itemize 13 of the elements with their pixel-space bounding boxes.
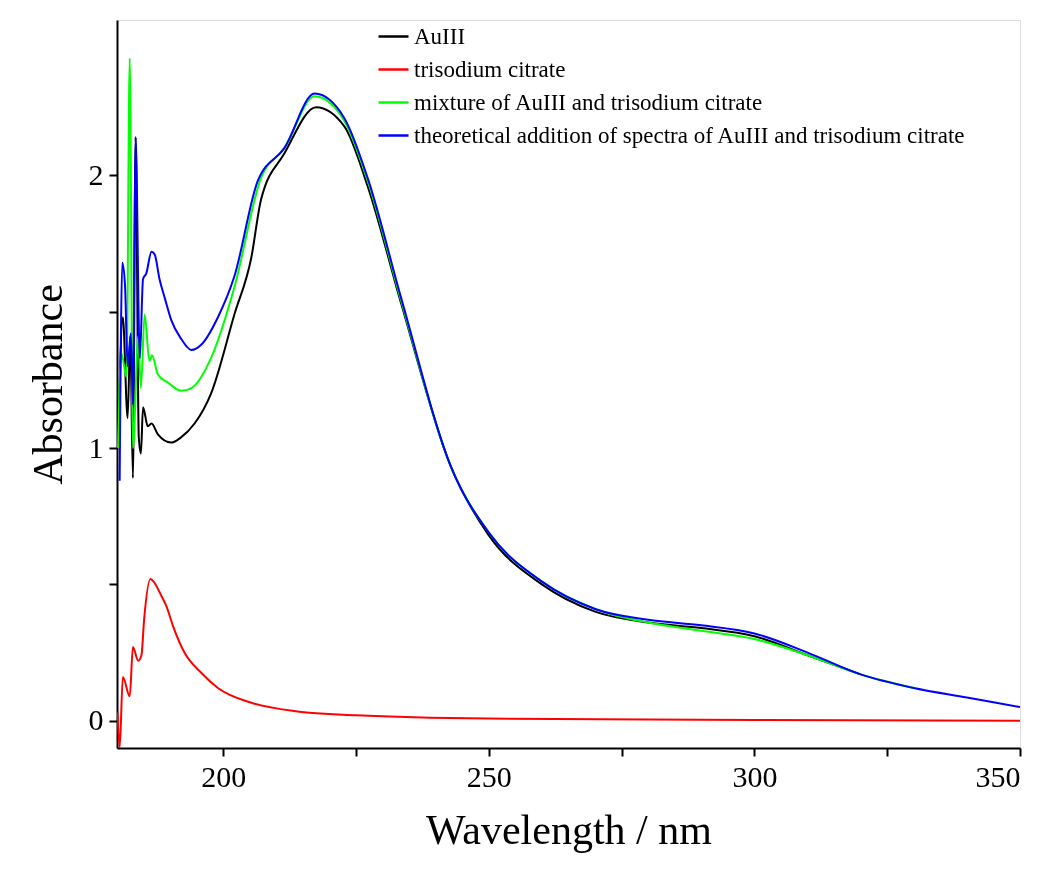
legend-label: AuIII	[414, 23, 466, 49]
y-tick-label: 2	[88, 157, 104, 191]
y-tick-label: 0	[88, 703, 104, 737]
legend-label: mixture of AuIII and trisodium citrate	[414, 89, 763, 115]
x-tick-label: 250	[466, 759, 512, 793]
y-tick-label: 1	[88, 430, 104, 464]
x-axis-title: Wavelength / nm	[426, 806, 713, 853]
x-tick-label: 200	[201, 759, 247, 793]
legend-label: theoretical addition of spectra of AuIII and trisodium citrate	[414, 122, 965, 148]
y-axis-title: Absorbance	[24, 284, 71, 485]
x-tick-label: 350	[975, 759, 1021, 793]
x-tick-label: 300	[732, 759, 778, 793]
legend-label: trisodium citrate	[414, 56, 566, 82]
